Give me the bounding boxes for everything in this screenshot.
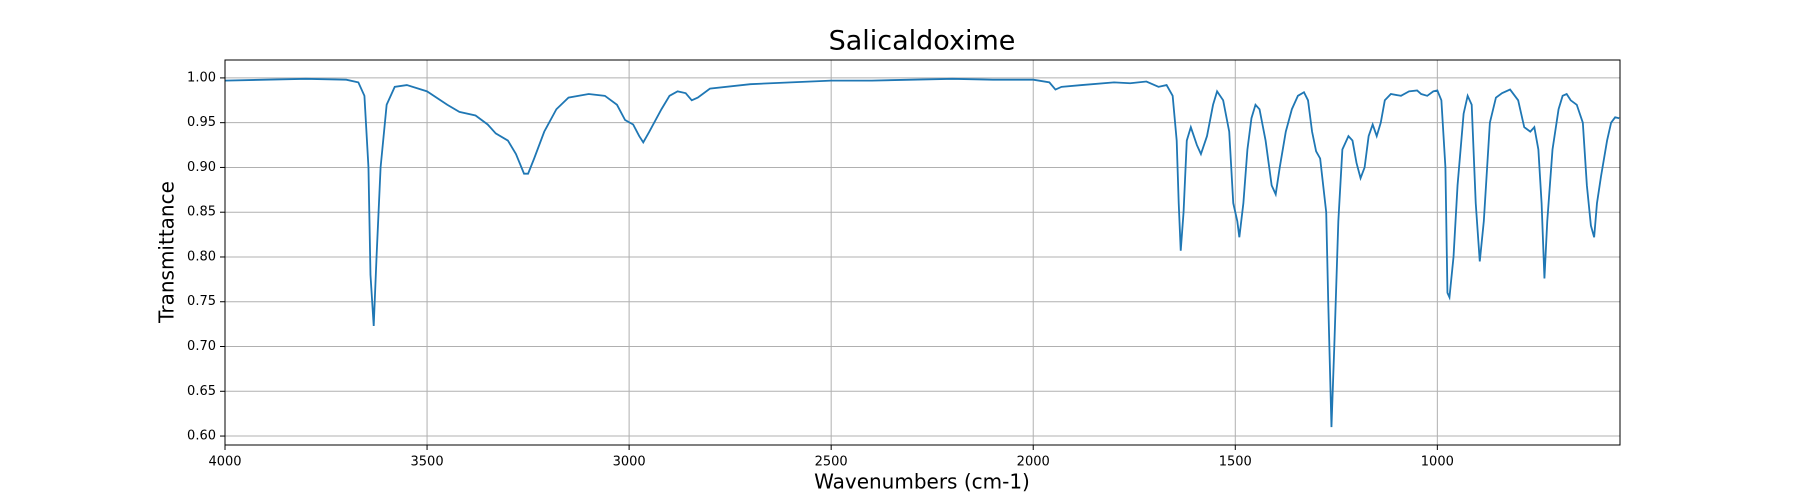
y-tick-label: 0.85: [187, 205, 216, 220]
x-tick-label: 1000: [1421, 455, 1454, 470]
chart-title: Salicaldoxime: [829, 26, 1016, 57]
y-tick-label: 0.65: [187, 384, 216, 399]
y-tick-label: 0.95: [187, 115, 216, 130]
y-tick-label: 1.00: [187, 70, 216, 85]
y-axis-label: Transmittance: [155, 181, 179, 324]
x-tick-label: 4000: [208, 455, 241, 470]
y-tick-label: 0.75: [187, 294, 216, 309]
x-tick-label: 2000: [1017, 455, 1050, 470]
plot-frame: [224, 59, 1621, 446]
y-tick-label: 0.90: [187, 160, 216, 175]
spectrum-line: [225, 77, 1620, 428]
y-tick-label: 0.80: [187, 249, 216, 264]
y-tick-label: 0.60: [187, 429, 216, 444]
x-tick-label: 3000: [613, 455, 646, 470]
x-tick-label: 3500: [411, 455, 444, 470]
x-tick-label: 2500: [815, 455, 848, 470]
x-tick-label: 1500: [1219, 455, 1252, 470]
x-axis-label: Wavenumbers (cm-1): [814, 470, 1030, 494]
y-tick-label: 0.70: [187, 339, 216, 354]
